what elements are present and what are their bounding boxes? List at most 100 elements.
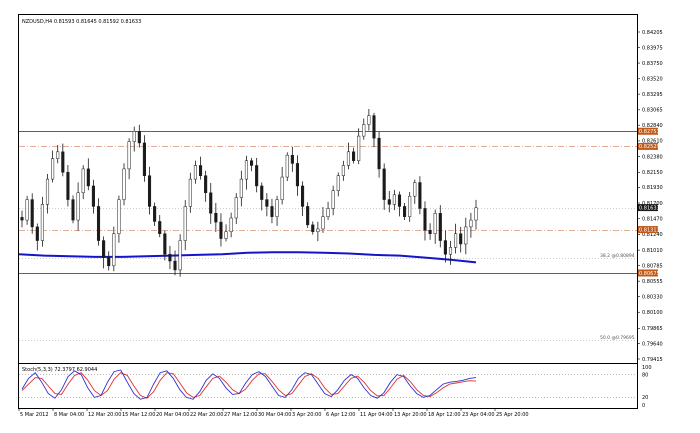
price-tick-label: 0.79865 xyxy=(642,326,663,332)
candle-body xyxy=(260,185,264,200)
price-tick-label: 0.79640 xyxy=(642,341,663,347)
candle-body xyxy=(158,221,162,234)
candle-body xyxy=(91,185,95,207)
candle-body xyxy=(40,204,44,241)
candle-body xyxy=(306,206,310,226)
candle-body xyxy=(193,165,197,180)
price-tick-label: 0.82610 xyxy=(642,139,663,145)
candle-body xyxy=(20,217,24,221)
candle-body xyxy=(219,221,223,239)
candle-body xyxy=(122,168,126,200)
time-axis[interactable]: 5 Mar 2012 8 Mar 04:00 12 Mar 20:00 15 Mar … xyxy=(18,408,529,418)
candle-body xyxy=(117,199,121,234)
price-tick-label: 0.81930 xyxy=(642,185,663,191)
price-tag-label: 0.80675 xyxy=(639,271,660,277)
candle-body xyxy=(397,194,402,207)
candle-body xyxy=(311,224,315,232)
candle-body xyxy=(316,228,320,232)
stoch-level-100: 100 xyxy=(642,365,652,371)
candle-body xyxy=(270,206,274,217)
candle-body xyxy=(280,176,284,200)
price-tag-4 xyxy=(638,269,658,277)
candle-body xyxy=(137,131,141,144)
price-tick-label: 0.83295 xyxy=(642,92,663,98)
candle-body xyxy=(443,240,447,255)
candle-body xyxy=(178,240,182,271)
candle-body xyxy=(163,233,167,255)
candle-body xyxy=(173,260,177,271)
candle-body xyxy=(183,206,187,241)
price-tick-label: 0.83065 xyxy=(642,108,663,114)
candle-body xyxy=(56,151,60,159)
price-tick-label: 0.84205 xyxy=(642,30,663,36)
time-tick-label: 30 Mar 04:00 xyxy=(258,412,291,418)
symbol-header: NZDUSD,H4 0.81593 0.81645 0.81592 0.8163… xyxy=(22,19,141,25)
candle-body xyxy=(301,185,305,207)
time-tick-label: 6 Apr 12:00 xyxy=(326,412,355,418)
price-tick-label: 0.81010 xyxy=(642,248,663,254)
candle-body xyxy=(239,178,243,198)
stoch-signal-line xyxy=(21,372,477,399)
stochastic-layer xyxy=(19,369,637,400)
moving-average-layer xyxy=(18,251,477,264)
candle-body xyxy=(147,175,152,207)
candle-body xyxy=(295,163,300,187)
fib-labels-layer: 38.2 @0.80894 50.0 @0.79695 xyxy=(600,253,635,341)
stoch-level-80: 80 xyxy=(642,372,648,378)
fib-label-38: 38.2 @0.80894 xyxy=(600,253,635,259)
time-tick-label: 8 Mar 04:00 xyxy=(54,412,84,418)
candle-body xyxy=(418,182,422,209)
candle-body xyxy=(464,226,468,245)
candle-body xyxy=(45,178,50,205)
price-tick-label: 0.82150 xyxy=(642,170,663,176)
price-tick-label: 0.79415 xyxy=(642,357,663,363)
candle-body xyxy=(255,165,259,187)
price-tag-0 xyxy=(638,127,658,135)
price-tick-label: 0.82380 xyxy=(642,154,663,160)
stoch-level-0: 0 xyxy=(642,403,645,409)
candle-body xyxy=(112,233,116,267)
candle-body xyxy=(357,135,361,161)
stochastic-header: Stoch(5,3,3) 72.3797 62.9044 xyxy=(22,367,97,373)
time-tick-label: 5 Mar 2012 xyxy=(20,412,49,418)
candle-body xyxy=(392,194,396,205)
candle-body xyxy=(71,199,75,221)
candle-body xyxy=(331,190,335,209)
candle-body xyxy=(81,168,85,194)
candle-body xyxy=(229,217,233,232)
candle-body xyxy=(25,199,29,221)
candle-body xyxy=(448,247,453,255)
candle-body xyxy=(107,257,111,267)
candle-body xyxy=(469,219,473,228)
price-axis[interactable]: 0.84205 0.83975 0.83750 0.83520 0.83295 0.830… xyxy=(637,30,663,363)
candle-body xyxy=(214,212,218,223)
candle-body xyxy=(198,165,203,176)
price-tag-1 xyxy=(638,142,658,150)
stochastic-axis: 100 80 20 0 xyxy=(642,365,652,409)
time-tick-label: 22 Mar 20:00 xyxy=(190,412,223,418)
candle-body xyxy=(336,175,340,191)
candle-body xyxy=(204,175,208,194)
candle-body xyxy=(96,206,101,241)
candle-body xyxy=(224,231,228,239)
candle-body xyxy=(127,141,131,170)
stoch-main-line xyxy=(21,369,477,400)
candle-body xyxy=(275,199,279,217)
candle-body xyxy=(290,154,294,164)
time-tick-label: 25 Apr 20:00 xyxy=(496,412,529,418)
candle-body xyxy=(474,207,478,221)
price-tick-label: 0.81240 xyxy=(642,232,663,238)
price-tick-label: 0.80100 xyxy=(642,310,663,316)
candle-body xyxy=(382,168,386,200)
candle-body xyxy=(102,240,106,258)
candle-body xyxy=(454,233,458,248)
candle-body xyxy=(250,160,254,166)
candles-layer xyxy=(20,108,478,277)
price-tick-label: 0.80555 xyxy=(642,279,663,285)
candle-body xyxy=(265,199,269,207)
price-tick-label: 0.83975 xyxy=(642,46,663,52)
candle-body xyxy=(153,206,157,222)
